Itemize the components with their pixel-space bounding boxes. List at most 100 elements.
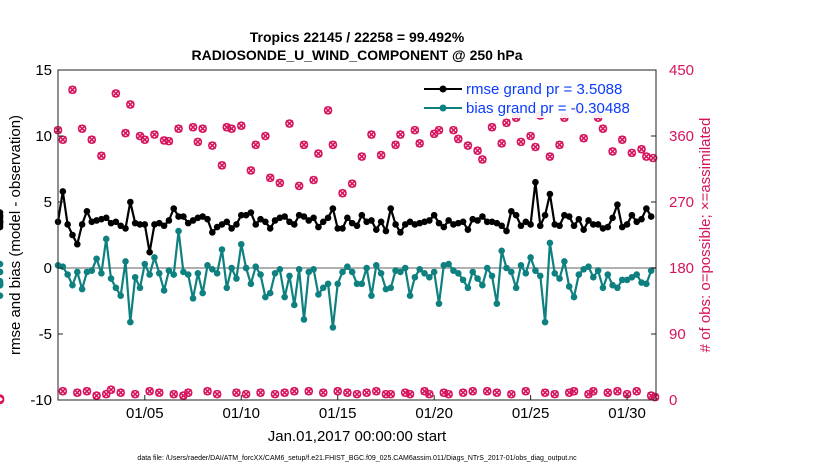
rmse-point [218, 221, 226, 228]
rmse-point [604, 223, 612, 231]
x-tick-label: 01/20 [415, 405, 453, 422]
obs-possible-marker [608, 147, 617, 156]
bias-point [512, 284, 520, 292]
y-axis-right-label: # of obs: o=possible; ×=assimilated [697, 118, 714, 353]
bias-point [372, 262, 380, 269]
rmse-point [136, 221, 144, 228]
bias-point [541, 318, 549, 326]
obs-possible-marker [516, 137, 526, 147]
obs-possible-marker [126, 100, 135, 109]
obs-assimilated-marker [232, 388, 241, 397]
bias-point [141, 260, 149, 268]
obs-possible-marker [381, 389, 391, 399]
bias-point [517, 262, 525, 269]
rmse-point [329, 205, 337, 212]
rmse-point [213, 223, 221, 231]
obs-assimilated-marker [367, 130, 376, 139]
bias-point [0, 260, 4, 268]
legend-bias-marker [439, 104, 447, 112]
obs-assimilated-marker [584, 390, 593, 398]
rmse-point [585, 217, 592, 224]
obs-possible-marker [507, 389, 516, 399]
bias-point [223, 284, 231, 292]
rmse-point [237, 211, 245, 219]
obs-assimilated-marker [608, 147, 617, 156]
obs-possible-marker [0, 394, 5, 403]
bias-point [98, 269, 105, 277]
obs-possible-marker [632, 386, 642, 396]
bias-point [570, 293, 578, 301]
obs-possible-marker [130, 389, 140, 399]
obs-possible-marker [415, 139, 424, 148]
rmse-point [204, 215, 211, 223]
obs-assimilated-marker [174, 124, 183, 133]
rmse-point [628, 211, 636, 219]
rmse-point [127, 198, 134, 206]
obs-assimilated-marker [280, 388, 289, 397]
rmse-point [281, 213, 288, 220]
bias-point [508, 268, 515, 276]
obs-assimilated-marker [517, 138, 525, 146]
obs-possible-marker [386, 389, 396, 399]
bias-point [160, 287, 168, 294]
bias-point [643, 280, 650, 288]
bias-point [151, 254, 158, 261]
bias-point [189, 295, 197, 302]
bias-point [435, 300, 443, 307]
rmse-point [392, 221, 399, 228]
obs-assimilated-marker [488, 123, 496, 131]
obs-assimilated-marker [141, 135, 149, 144]
obs-assimilated-marker [213, 390, 221, 398]
obs-assimilated-marker [329, 141, 337, 149]
obs-possible-marker [169, 389, 179, 399]
rmse-point [170, 205, 178, 212]
obs-assimilated-marker [145, 387, 154, 395]
obs-possible-marker [598, 124, 608, 133]
obs-possible-marker [150, 130, 159, 139]
obs-assimilated-marker [531, 143, 540, 151]
rmse-point [247, 209, 255, 216]
bias-point [493, 300, 501, 307]
rmse-point [464, 226, 472, 234]
y-left-tick-label: 15 [35, 62, 52, 79]
obs-assimilated-marker [570, 387, 578, 395]
bias-point [276, 266, 284, 273]
obs-assimilated-marker [386, 390, 395, 398]
rmse-point [73, 240, 81, 248]
obs-assimilated-marker [541, 388, 549, 397]
obs-assimilated-marker [473, 146, 482, 155]
obs-assimilated-marker [59, 387, 67, 395]
obs-possible-marker [371, 386, 381, 396]
bias-point [199, 289, 206, 297]
bias-point [594, 267, 602, 274]
rmse-point [266, 225, 274, 232]
obs-possible-marker [140, 135, 150, 144]
bias-point [334, 280, 342, 288]
legend-box [420, 76, 648, 118]
obs-assimilated-marker [555, 141, 564, 149]
bias-point [112, 284, 120, 292]
obs-possible-marker [458, 388, 468, 397]
bias-point [184, 271, 192, 278]
obs-possible-marker [323, 106, 333, 115]
obs-assimilated-marker [271, 390, 279, 398]
obs-possible-marker [299, 140, 309, 150]
bias-point [397, 268, 404, 276]
obs-possible-marker [309, 175, 318, 185]
obs-assimilated-marker [502, 119, 511, 127]
x-axis: 01/05 01/10 01/15 01/20 01/25 01/30 [126, 395, 646, 422]
bias-point [483, 264, 491, 272]
rmse-point [401, 221, 409, 228]
rmse-point [647, 213, 655, 220]
bias-point [242, 264, 250, 272]
bias-point [580, 266, 587, 273]
x-tick-label: 01/05 [126, 405, 164, 422]
bias-point [146, 271, 153, 278]
bias-point [406, 292, 414, 300]
obs-assimilated-marker [348, 179, 356, 188]
bias-point [73, 268, 81, 276]
obs-possible-marker [482, 386, 492, 396]
rmse-point [440, 223, 448, 231]
obs-possible-marker [121, 128, 130, 138]
rmse-point [623, 221, 631, 228]
